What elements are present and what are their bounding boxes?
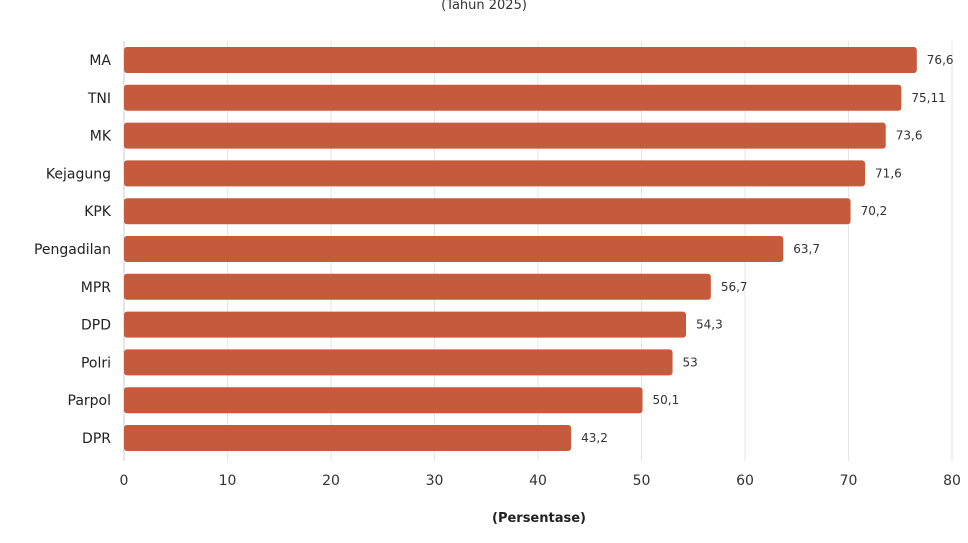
x-tick-label: 70 bbox=[840, 473, 858, 489]
value-label: 71,6 bbox=[875, 166, 902, 180]
category-label: DPD bbox=[81, 318, 111, 334]
value-label: 56,7 bbox=[721, 280, 748, 294]
bars bbox=[124, 47, 917, 451]
category-label: KPK bbox=[84, 204, 112, 220]
value-label: 76,6 bbox=[927, 53, 954, 67]
category-labels: MA TNI MK Kejagung KPK Pengadilan MPR DPD Polri P… bbox=[34, 53, 112, 447]
value-label: 73,6 bbox=[896, 129, 923, 143]
x-tick-labels: 0 10 20 30 40 50 60 70 80 bbox=[120, 473, 961, 489]
value-label: 43,2 bbox=[581, 431, 608, 445]
category-label: DPR bbox=[82, 431, 111, 447]
x-tick-label: 20 bbox=[322, 473, 340, 489]
x-tick-label: 30 bbox=[426, 473, 444, 489]
category-label: TNI bbox=[87, 91, 111, 107]
category-label: MA bbox=[89, 53, 111, 69]
bar bbox=[124, 198, 851, 225]
bar bbox=[124, 387, 643, 414]
x-tick-label: 80 bbox=[943, 473, 961, 489]
category-label: Pengadilan bbox=[34, 242, 111, 258]
value-label: 50,1 bbox=[653, 393, 680, 407]
x-tick-label: 0 bbox=[120, 473, 129, 489]
bar bbox=[124, 311, 687, 338]
bar bbox=[124, 84, 902, 111]
category-label: Kejagung bbox=[46, 166, 111, 182]
value-labels: 76,6 75,11 73,6 71,6 70,2 63,7 56,7 54,3 53 50,1 4… bbox=[581, 53, 953, 445]
chart-subtitle: (Tahun 2025) bbox=[441, 0, 527, 13]
value-label: 75,11 bbox=[911, 91, 945, 105]
category-label: MK bbox=[90, 129, 112, 145]
x-tick-label: 10 bbox=[219, 473, 237, 489]
category-label: Parpol bbox=[68, 393, 112, 409]
category-label: Polri bbox=[81, 355, 111, 371]
value-label: 70,2 bbox=[861, 204, 888, 218]
bar bbox=[124, 122, 886, 149]
value-label: 63,7 bbox=[793, 242, 820, 256]
value-label: 53 bbox=[683, 355, 698, 369]
bar bbox=[124, 425, 572, 451]
x-axis-label: (Persentase) bbox=[492, 511, 586, 526]
bar bbox=[124, 349, 673, 376]
value-label: 54,3 bbox=[696, 318, 723, 332]
x-tick-label: 50 bbox=[633, 473, 651, 489]
bar bbox=[124, 47, 917, 73]
x-tick-label: 60 bbox=[736, 473, 754, 489]
x-tick-label: 40 bbox=[529, 473, 547, 489]
bar bbox=[124, 273, 711, 300]
bar bbox=[124, 160, 866, 187]
bar bbox=[124, 236, 784, 262]
category-label: MPR bbox=[81, 280, 112, 296]
